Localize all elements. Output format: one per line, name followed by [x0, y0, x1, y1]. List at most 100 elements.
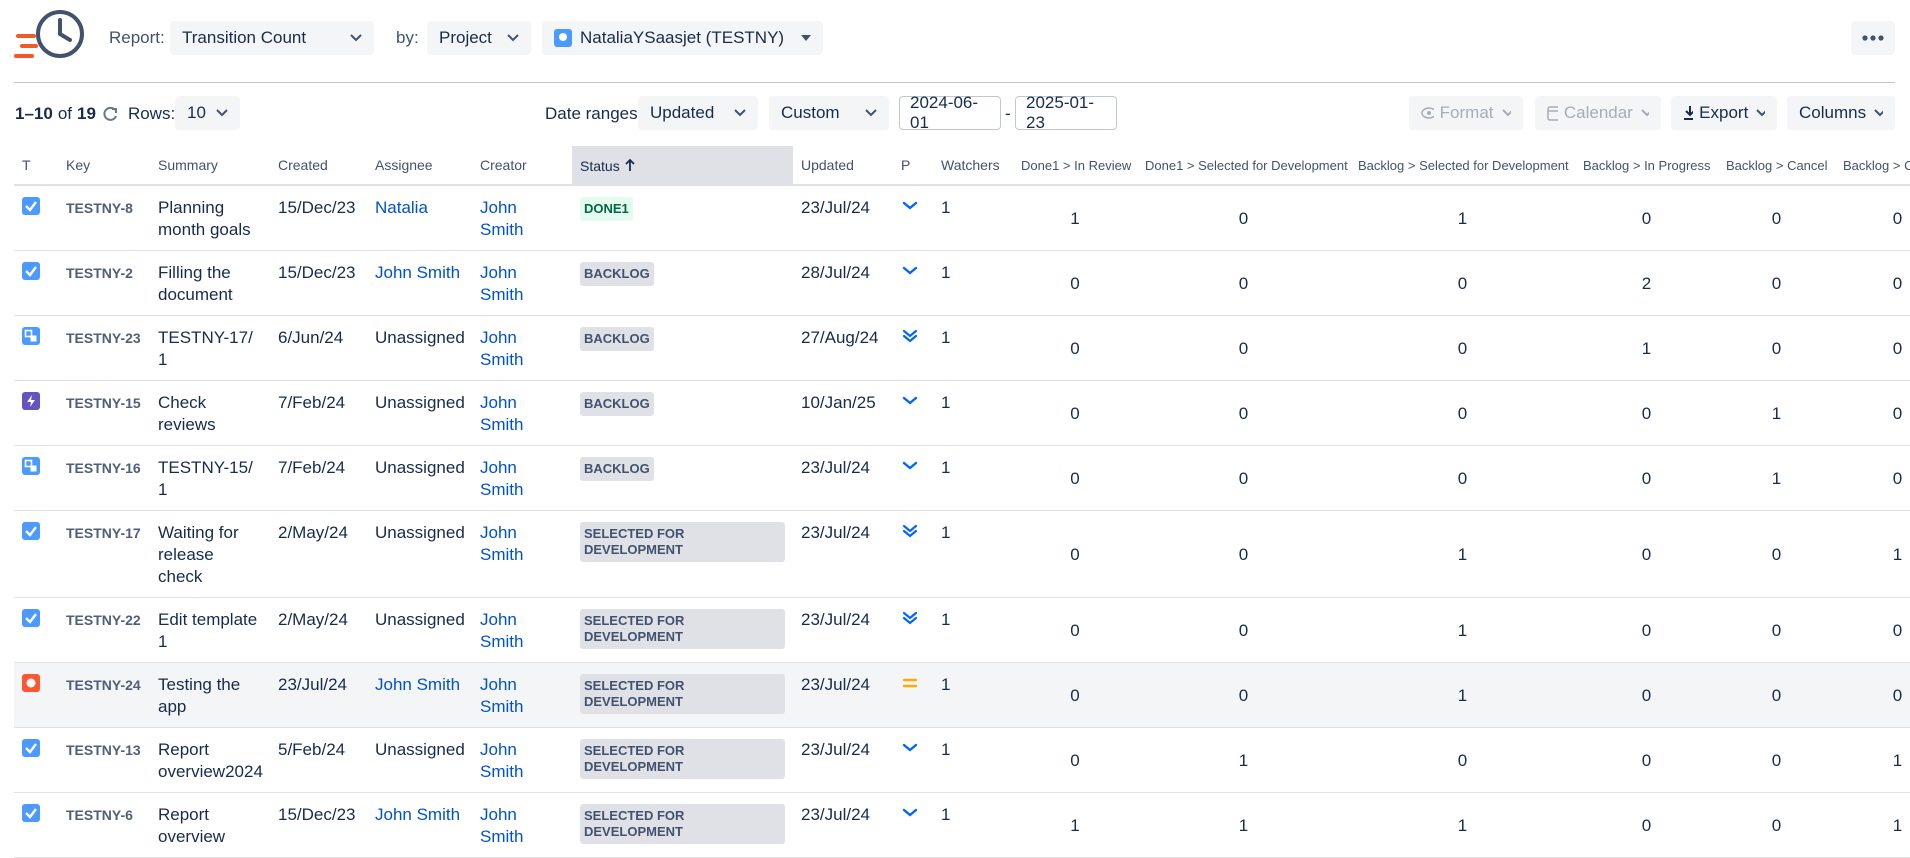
creator[interactable]: John Smith — [480, 523, 523, 564]
column-header[interactable]: Backlog > Selected for Development — [1350, 146, 1575, 185]
creator[interactable]: John Smith — [480, 740, 523, 781]
assignee[interactable]: John Smith — [375, 805, 460, 824]
creator[interactable]: John Smith — [480, 328, 523, 369]
format-button[interactable]: Format — [1409, 96, 1523, 130]
transition-count: 0 — [1772, 209, 1781, 228]
column-header[interactable]: Updated — [793, 146, 893, 185]
issue-row[interactable]: TESTNY-24 Testing the app 23/Jul/24 John Sm… — [14, 663, 1910, 728]
transition-count-cell: 0 — [1835, 663, 1910, 728]
date-field: Updated — [650, 103, 714, 123]
issue-type-icon — [22, 392, 40, 410]
date-field-dropdown[interactable]: Updated — [638, 96, 758, 130]
column-header[interactable]: Created — [270, 146, 367, 185]
issue-key[interactable]: TESTNY-23 — [66, 330, 141, 346]
updated-cell: 23/Jul/24 — [793, 511, 893, 598]
issue-key[interactable]: TESTNY-17 — [66, 525, 141, 541]
column-header[interactable]: Done1 > In Review — [1013, 146, 1137, 185]
status: SELECTED FOR DEVELOPMENT — [580, 609, 785, 649]
issue-key[interactable]: TESTNY-24 — [66, 677, 141, 693]
transition-count: 0 — [1642, 816, 1651, 835]
transition-count: 0 — [1772, 621, 1781, 640]
transition-count: 0 — [1642, 751, 1651, 770]
column-header[interactable]: Done1 > Selected for Development — [1137, 146, 1350, 185]
column-header[interactable]: Backlog > C — [1835, 146, 1910, 185]
export-button[interactable]: Export — [1671, 96, 1777, 130]
issue-key[interactable]: TESTNY-8 — [66, 200, 133, 216]
more-button[interactable] — [1851, 21, 1895, 55]
column-header[interactable]: T — [14, 146, 58, 185]
column-title: Created — [278, 157, 328, 173]
watchers-cell: 1 — [933, 511, 1013, 598]
issue-key[interactable]: TESTNY-16 — [66, 460, 141, 476]
created: 5/Feb/24 — [278, 740, 345, 759]
project-dropdown[interactable]: NataliaYSaasjet (TESTNY) — [542, 21, 823, 55]
refresh-icon[interactable] — [101, 105, 119, 123]
key-cell: TESTNY-15 — [58, 381, 150, 446]
eye-icon — [1421, 107, 1434, 119]
issue-row[interactable]: TESTNY-8Planning month goals15/Dec/23Nat… — [14, 185, 1910, 251]
issue-row[interactable]: TESTNY-16TESTNY-15/ 17/Feb/24UnassignedJ… — [14, 446, 1910, 511]
creator-cell: John Smith — [472, 446, 572, 511]
issue-row[interactable]: TESTNY-6Report overview15/Dec/23John Smi… — [14, 793, 1910, 858]
column-header[interactable]: Backlog > Cancel — [1718, 146, 1835, 185]
transition-count: 0 — [1893, 469, 1902, 488]
creator[interactable]: John Smith — [480, 805, 523, 846]
column-header[interactable]: Creator — [472, 146, 572, 185]
transition-count-cell: 2 — [1575, 251, 1718, 316]
summary-cell: Testing the app — [150, 663, 270, 728]
assignee[interactable]: Natalia — [375, 198, 428, 217]
transition-count: 0 — [1458, 404, 1467, 423]
transition-count-cell: 1 — [1013, 793, 1137, 858]
date-mode-dropdown[interactable]: Custom — [769, 96, 889, 130]
issue-row[interactable]: TESTNY-23TESTNY-17/ 16/Jun/24UnassignedJ… — [14, 316, 1910, 381]
by-dropdown[interactable]: Project — [427, 21, 531, 55]
creator[interactable]: John Smith — [480, 393, 523, 434]
rows-dropdown[interactable]: 10 — [175, 96, 240, 130]
creator[interactable]: John Smith — [480, 675, 523, 716]
issue-key[interactable]: TESTNY-2 — [66, 265, 133, 281]
transition-count-cell: 0 — [1137, 663, 1350, 728]
transition-count-cell: 0 — [1835, 316, 1910, 381]
column-header[interactable]: Summary — [150, 146, 270, 185]
issue-row[interactable]: TESTNY-15Check reviews7/Feb/24Unassigned… — [14, 381, 1910, 446]
column-title: Updated — [801, 157, 854, 173]
report-dropdown[interactable]: Transition Count — [170, 21, 374, 55]
watchers-cell: 1 — [933, 446, 1013, 511]
issue-row[interactable]: TESTNY-2Filling the document15/Dec/23Joh… — [14, 251, 1910, 316]
column-header[interactable]: Key — [58, 146, 150, 185]
creator[interactable]: John Smith — [480, 198, 523, 239]
column-header[interactable]: Assignee — [367, 146, 472, 185]
chevron — [507, 34, 519, 42]
assignee[interactable]: John Smith — [375, 675, 460, 694]
creator[interactable]: John Smith — [480, 610, 523, 651]
transition-count-cell: 0 — [1575, 511, 1718, 598]
date-to[interactable]: 2025-01-23 — [1015, 96, 1117, 130]
created: 23/Jul/24 — [278, 675, 347, 694]
priority-cell — [893, 251, 933, 316]
transition-count: 0 — [1772, 339, 1781, 358]
date-from[interactable]: 2024-06-01 — [899, 96, 1001, 130]
assignee: Unassigned — [375, 610, 465, 629]
transition-count: 0 — [1893, 621, 1902, 640]
issue-key[interactable]: TESTNY-22 — [66, 612, 141, 628]
issue-key[interactable]: TESTNY-13 — [66, 742, 141, 758]
status-cell: BACKLOG — [572, 446, 793, 511]
issue-row[interactable]: TESTNY-17Waiting for release check2/May/… — [14, 511, 1910, 598]
creator[interactable]: John Smith — [480, 263, 523, 304]
column-title: Summary — [158, 157, 218, 173]
assignee[interactable]: John Smith — [375, 263, 460, 282]
column-title: Backlog > C — [1843, 158, 1910, 173]
column-header[interactable]: Status — [572, 146, 793, 185]
columns-button[interactable]: Columns — [1787, 96, 1895, 130]
issue-row[interactable]: TESTNY-22Edit template 12/May/24Unassign… — [14, 598, 1910, 663]
column-header[interactable]: Watchers — [933, 146, 1013, 185]
issue-key[interactable]: TESTNY-15 — [66, 395, 141, 411]
issue-key[interactable]: TESTNY-6 — [66, 807, 133, 823]
column-header[interactable]: P — [893, 146, 933, 185]
column-header[interactable]: Backlog > In Progress — [1575, 146, 1718, 185]
more-icon — [1862, 35, 1884, 41]
watchers: 1 — [941, 675, 950, 694]
calendar-button[interactable]: Calendar — [1535, 96, 1661, 130]
priority-cell — [893, 598, 933, 663]
creator[interactable]: John Smith — [480, 458, 523, 499]
